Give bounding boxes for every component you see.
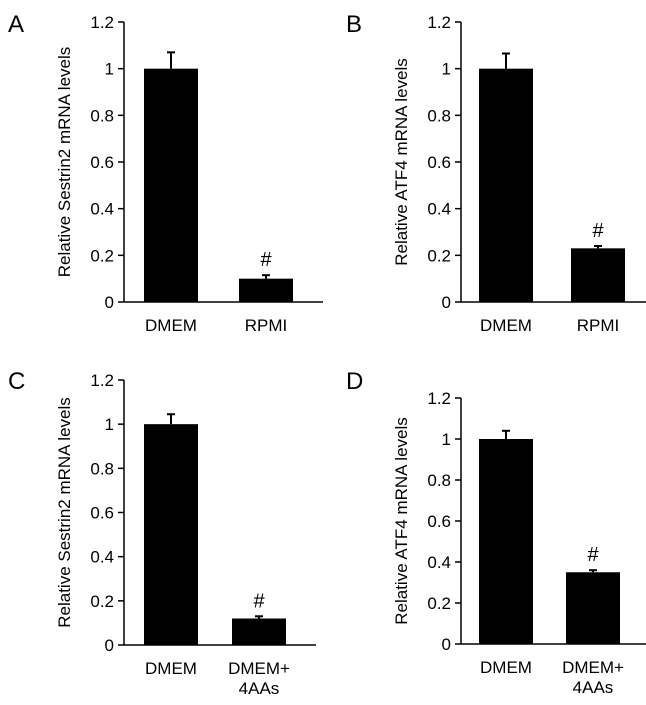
- y-tick-label: 1.2: [90, 371, 114, 390]
- y-axis-label: Relative ATF4 mRNA levels: [392, 417, 411, 625]
- y-tick-label: 1: [105, 60, 114, 79]
- y-axis-label: Relative ATF4 mRNA levels: [392, 58, 411, 266]
- y-tick-label: 0.2: [427, 246, 451, 265]
- x-category-label: 4AAs: [239, 679, 280, 698]
- y-tick-label: 0: [442, 293, 451, 312]
- bar: [479, 439, 533, 644]
- panel-letter: C: [8, 368, 25, 395]
- y-tick-label: 0.8: [90, 459, 114, 478]
- y-tick-label: 0: [105, 636, 114, 655]
- y-tick-label: 1.2: [427, 389, 451, 408]
- y-tick-label: 1.2: [90, 13, 114, 32]
- y-tick-label: 0.4: [90, 200, 114, 219]
- y-tick-label: 0.4: [90, 548, 114, 567]
- x-category-label: RPMI: [245, 316, 288, 335]
- y-tick-label: 0.2: [427, 594, 451, 613]
- panel-b: B 0 0.2 0.4 0.6 0.8 1 1.2 Relative ATF4 mRNA lev…: [346, 11, 646, 335]
- y-tick-label: 0.6: [427, 153, 451, 172]
- y-tick-label: 0.6: [90, 153, 114, 172]
- x-category-label: DMEM: [480, 316, 532, 335]
- significance-mark: #: [253, 590, 265, 612]
- y-tick-label: 1.2: [427, 13, 451, 32]
- panel-letter: B: [346, 11, 362, 38]
- x-category-label: DMEM+: [562, 658, 624, 677]
- panel-d: D 0 0.2 0.4 0.6 0.8 1 1.2 Relative ATF4 mRNA lev…: [346, 368, 646, 697]
- significance-mark: #: [260, 249, 272, 271]
- x-category-label: RPMI: [577, 316, 620, 335]
- y-axis-label: Relative Sestrin2 mRNA levels: [55, 47, 74, 278]
- x-category-label: DMEM: [145, 659, 197, 678]
- x-category-label: DMEM+: [228, 659, 290, 678]
- bar: [144, 68, 198, 303]
- panel-c: C 0 0.2 0.4 0.6 0.8 1 1.2 Relative Sestrin2 mRNA…: [8, 368, 316, 698]
- bar: [144, 424, 198, 645]
- y-tick-label: 0.6: [427, 512, 451, 531]
- y-tick-label: 0.4: [427, 200, 451, 219]
- y-tick-label: 1: [442, 60, 451, 79]
- y-tick-label: 0.8: [427, 106, 451, 125]
- y-tick-label: 0.2: [90, 246, 114, 265]
- y-tick-label: 0.4: [427, 553, 451, 572]
- x-category-label: DMEM: [480, 658, 532, 677]
- y-tick-label: 0.8: [90, 106, 114, 125]
- y-tick-label: 0.6: [90, 504, 114, 523]
- panel-letter: D: [346, 368, 363, 395]
- y-tick-label: 1: [442, 430, 451, 449]
- significance-mark: #: [592, 220, 604, 242]
- y-tick-label: 0.2: [90, 592, 114, 611]
- bar: [232, 618, 286, 645]
- y-tick-label: 0.8: [427, 471, 451, 490]
- panel-a: A 0 0.2 0.4 0.6 0.8 1 1.2 Relative Sestrin2 mRNA…: [8, 11, 323, 335]
- y-tick-label: 0: [442, 635, 451, 654]
- x-category-label: 4AAs: [573, 678, 614, 697]
- bar: [239, 278, 293, 302]
- bar: [479, 68, 533, 303]
- bar: [571, 248, 625, 302]
- panel-letter: A: [8, 11, 24, 38]
- x-category-label: DMEM: [145, 316, 197, 335]
- y-tick-label: 1: [105, 415, 114, 434]
- bar: [566, 572, 620, 644]
- y-axis-label: Relative Sestrin2 mRNA levels: [55, 397, 74, 628]
- significance-mark: #: [587, 544, 599, 566]
- y-tick-label: 0: [105, 293, 114, 312]
